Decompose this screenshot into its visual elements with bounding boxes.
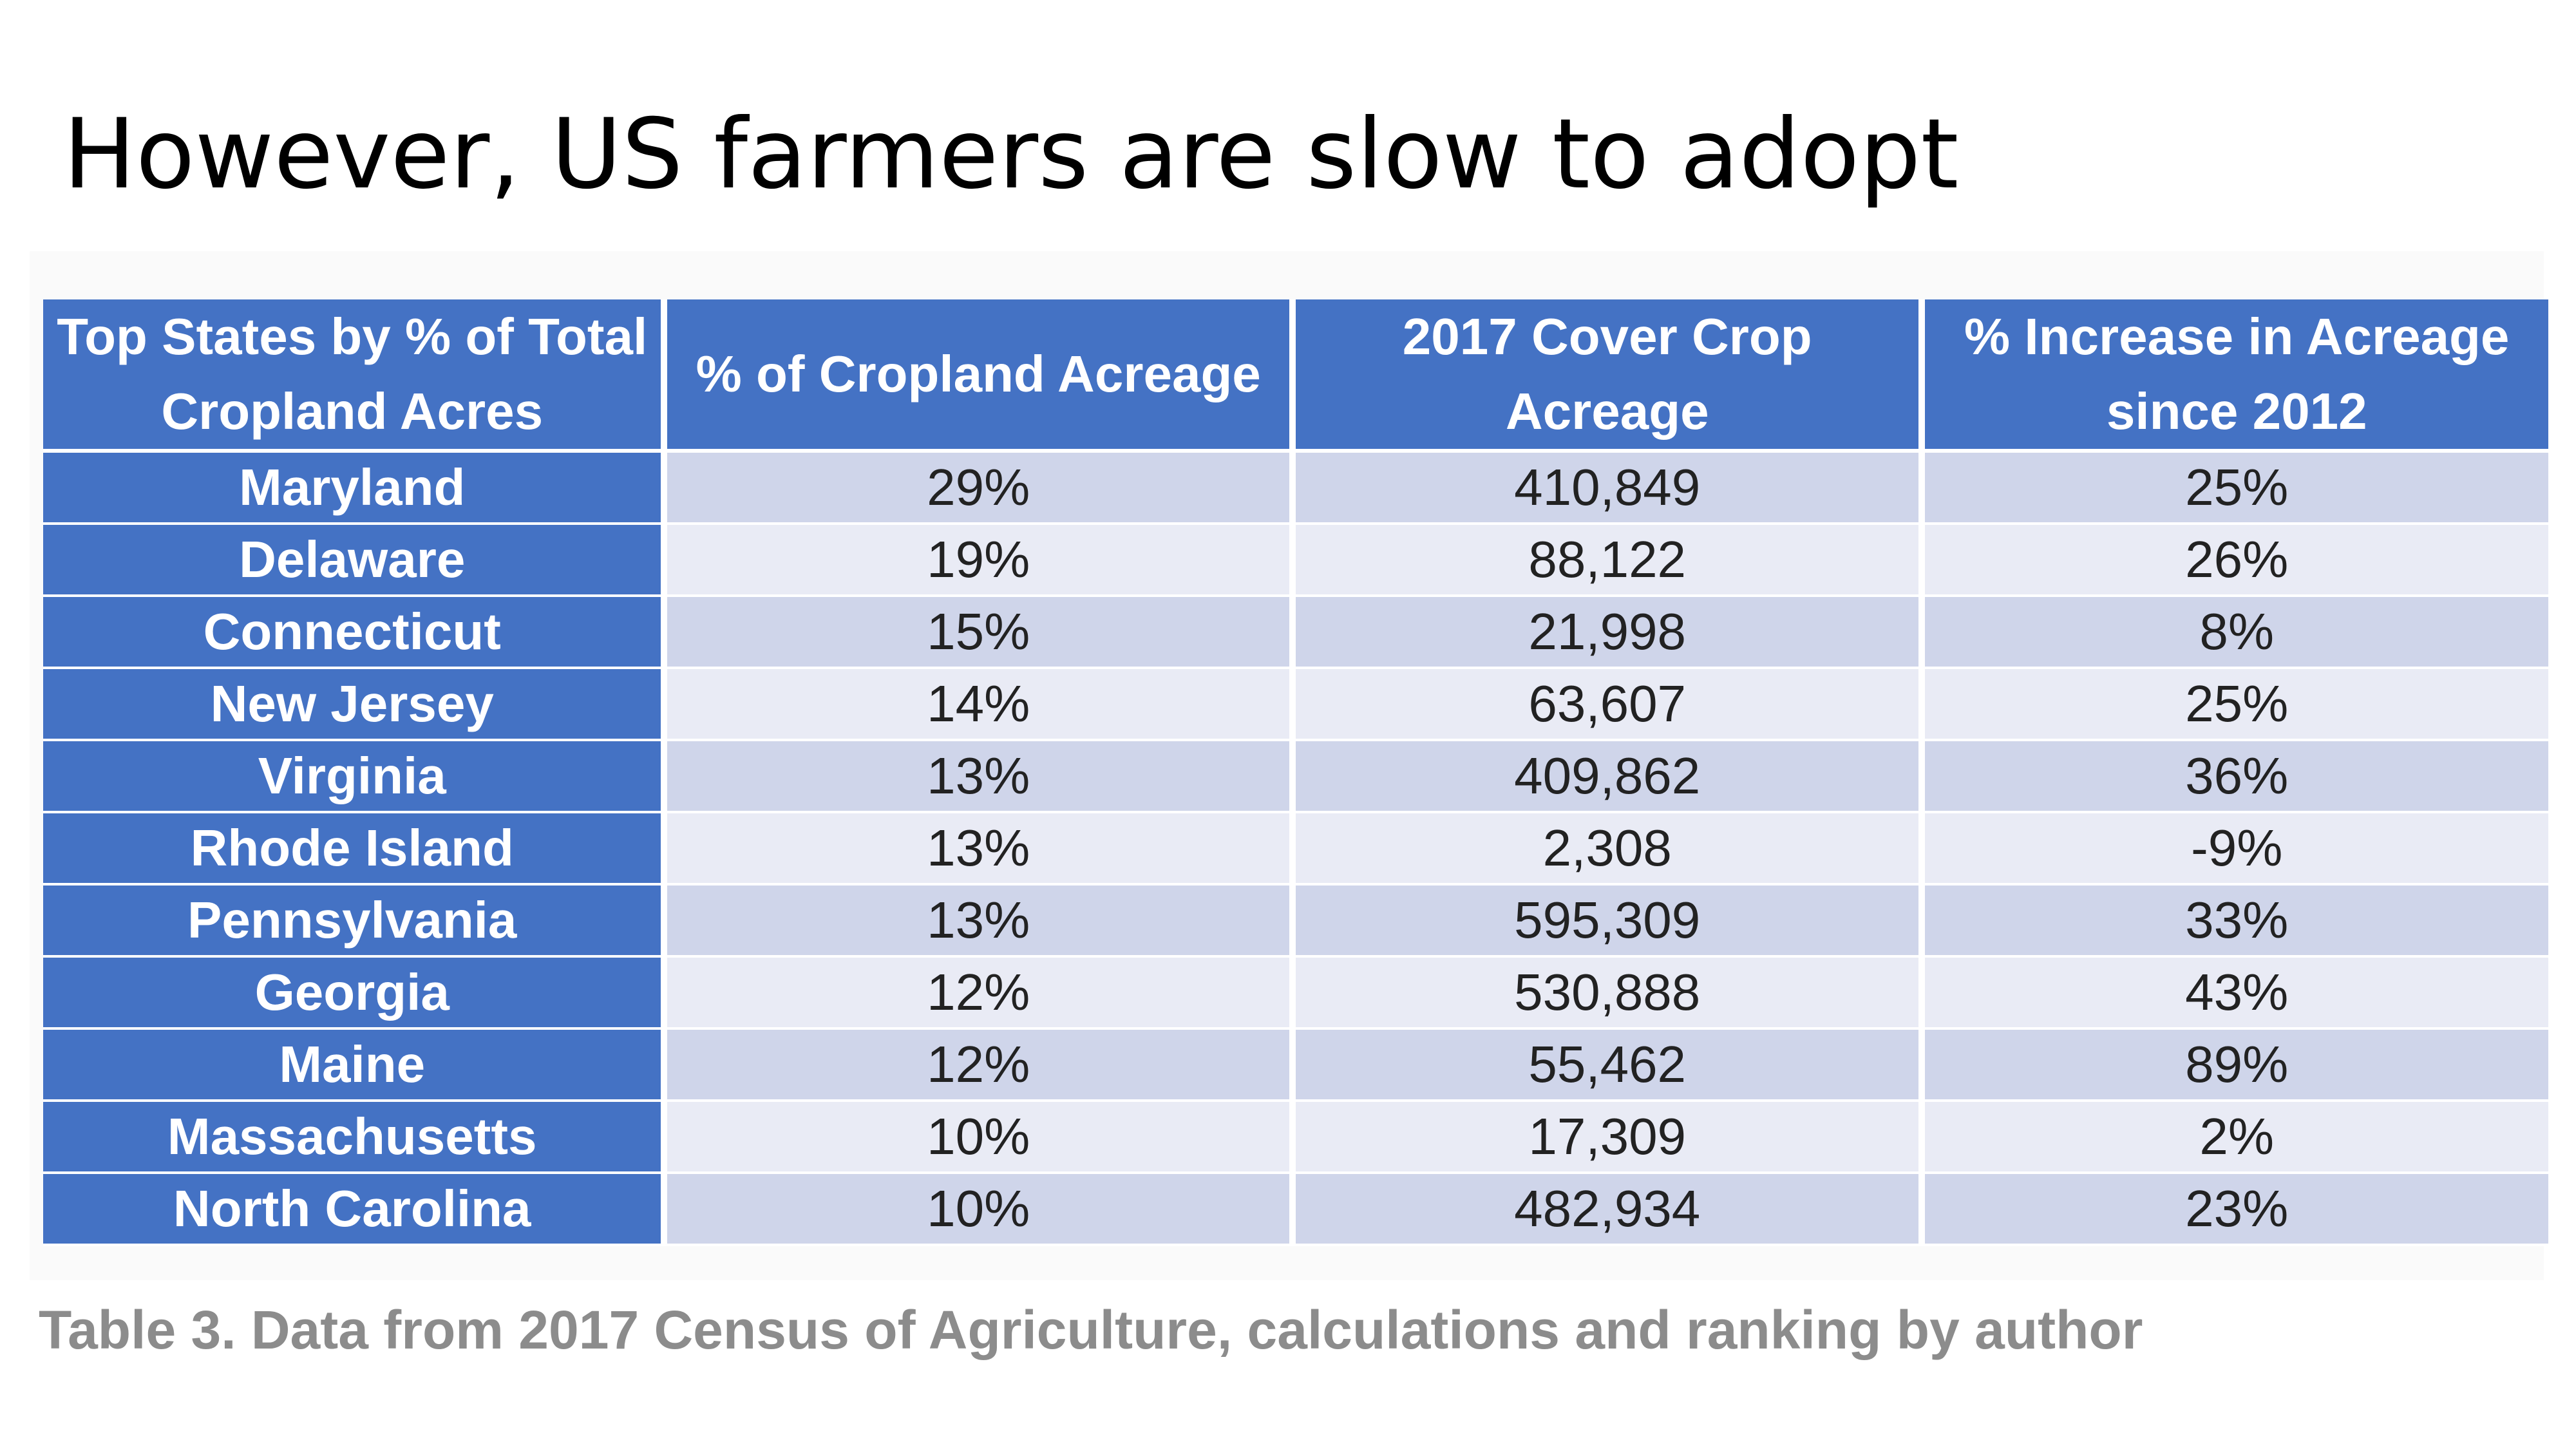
header-cropland-percent: % of Cropland Acreage (667, 299, 1296, 453)
table-row: Delaware 19% 88,122 26% (43, 525, 2555, 597)
percent-increase-cell: 36% (1925, 741, 2555, 813)
table-header-row: Top States by % of Total Cropland Acres … (43, 299, 2555, 453)
percent-increase-cell: 8% (1925, 597, 2555, 669)
percent-increase-cell: 43% (1925, 958, 2555, 1030)
table-row: Pennsylvania 13% 595,309 33% (43, 886, 2555, 958)
table-caption: Table 3. Data from 2017 Census of Agricu… (39, 1300, 2143, 1360)
cropland-percent-cell: 12% (667, 1030, 1296, 1102)
table-row: Rhode Island 13% 2,308 -9% (43, 813, 2555, 886)
state-cell: Rhode Island (43, 813, 668, 886)
percent-increase-cell: 2% (1925, 1102, 2555, 1174)
percent-increase-cell: 23% (1925, 1174, 2555, 1246)
table-row: New Jersey 14% 63,607 25% (43, 669, 2555, 741)
table-row: Virginia 13% 409,862 36% (43, 741, 2555, 813)
cropland-percent-cell: 13% (667, 813, 1296, 886)
percent-increase-cell: 26% (1925, 525, 2555, 597)
cover-crop-acreage-cell: 482,934 (1295, 1174, 1926, 1246)
header-percent-increase: % Increase in Acreage since 2012 (1925, 299, 2555, 453)
cover-crop-acreage-cell: 63,607 (1295, 669, 1926, 741)
cropland-percent-cell: 29% (667, 453, 1296, 525)
header-cover-crop-acreage: 2017 Cover Crop Acreage (1295, 299, 1926, 453)
cover-crop-table: Top States by % of Total Cropland Acres … (43, 299, 2555, 1246)
state-cell: Maine (43, 1030, 668, 1102)
cropland-percent-cell: 13% (667, 741, 1296, 813)
cropland-percent-cell: 19% (667, 525, 1296, 597)
cropland-percent-cell: 10% (667, 1102, 1296, 1174)
cover-crop-acreage-cell: 409,862 (1295, 741, 1926, 813)
state-cell: North Carolina (43, 1174, 668, 1246)
percent-increase-cell: 25% (1925, 669, 2555, 741)
cover-crop-acreage-cell: 595,309 (1295, 886, 1926, 958)
state-cell: New Jersey (43, 669, 668, 741)
cover-crop-acreage-cell: 21,998 (1295, 597, 1926, 669)
state-cell: Virginia (43, 741, 668, 813)
state-cell: Massachusetts (43, 1102, 668, 1174)
table-row: North Carolina 10% 482,934 23% (43, 1174, 2555, 1246)
cover-crop-acreage-cell: 410,849 (1295, 453, 1926, 525)
state-cell: Georgia (43, 958, 668, 1030)
percent-increase-cell: -9% (1925, 813, 2555, 886)
slide-title: However, US farmers are slow to adopt (63, 99, 1959, 211)
cropland-percent-cell: 14% (667, 669, 1296, 741)
state-cell: Maryland (43, 453, 668, 525)
percent-increase-cell: 25% (1925, 453, 2555, 525)
cover-crop-acreage-cell: 530,888 (1295, 958, 1926, 1030)
percent-increase-cell: 33% (1925, 886, 2555, 958)
cover-crop-acreage-cell: 2,308 (1295, 813, 1926, 886)
header-state: Top States by % of Total Cropland Acres (43, 299, 668, 453)
percent-increase-cell: 89% (1925, 1030, 2555, 1102)
state-cell: Connecticut (43, 597, 668, 669)
cropland-percent-cell: 15% (667, 597, 1296, 669)
state-cell: Delaware (43, 525, 668, 597)
state-cell: Pennsylvania (43, 886, 668, 958)
table-row: Maine 12% 55,462 89% (43, 1030, 2555, 1102)
table-row: Maryland 29% 410,849 25% (43, 453, 2555, 525)
cropland-percent-cell: 10% (667, 1174, 1296, 1246)
table-row: Georgia 12% 530,888 43% (43, 958, 2555, 1030)
cropland-percent-cell: 13% (667, 886, 1296, 958)
cover-crop-acreage-cell: 17,309 (1295, 1102, 1926, 1174)
cover-crop-acreage-cell: 55,462 (1295, 1030, 1926, 1102)
cropland-percent-cell: 12% (667, 958, 1296, 1030)
table-row: Massachusetts 10% 17,309 2% (43, 1102, 2555, 1174)
cover-crop-acreage-cell: 88,122 (1295, 525, 1926, 597)
table-row: Connecticut 15% 21,998 8% (43, 597, 2555, 669)
